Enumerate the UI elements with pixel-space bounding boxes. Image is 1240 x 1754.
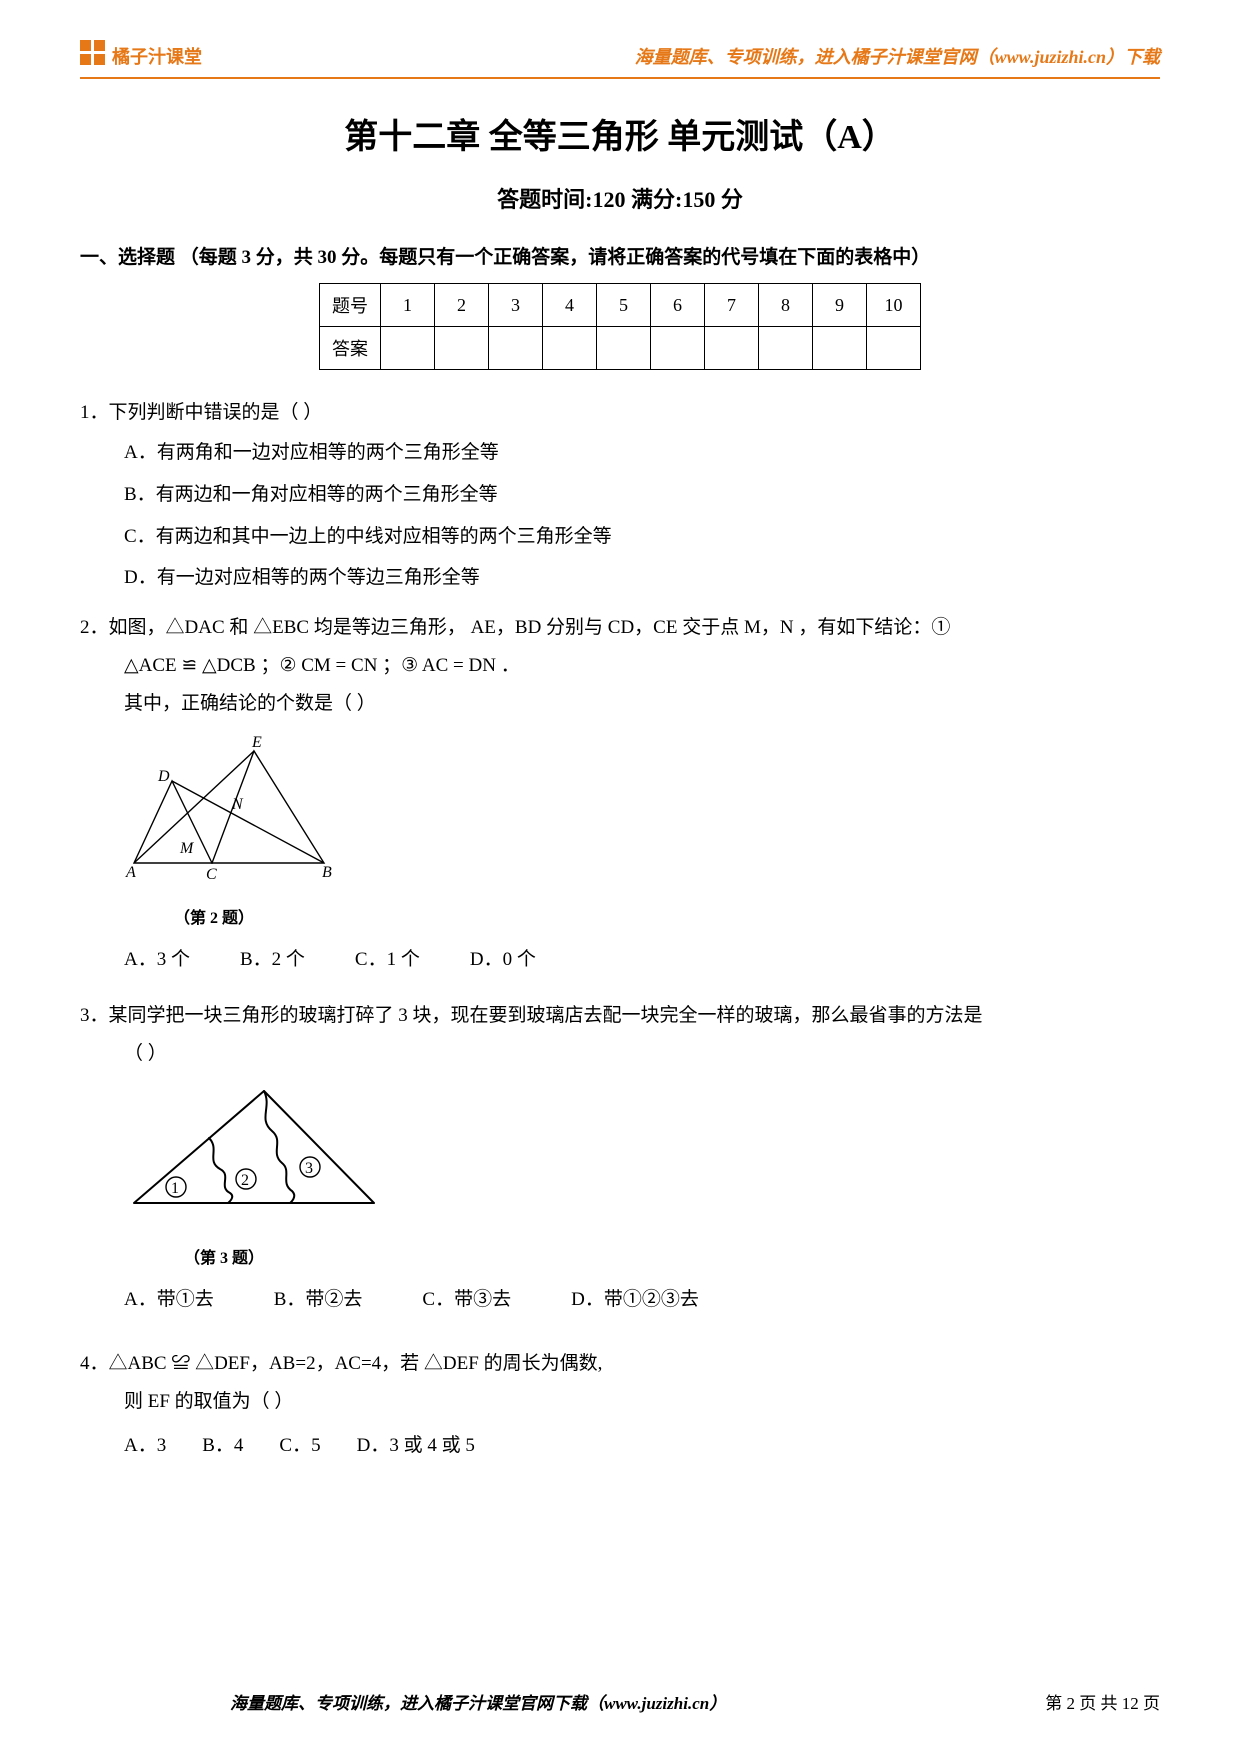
option-a: A．带①去 <box>124 1281 214 1319</box>
q2-stem-line1: 2．如图，△DAC 和 △EBC 均是等边三角形， AE，BD 分别与 CD，C… <box>80 609 1160 647</box>
table-cell <box>435 327 489 370</box>
question-4: 4．△ABC ≌ △DEF，AB=2，AC=4，若 △DEF 的周长为偶数, 则… <box>80 1345 1160 1465</box>
footer-left: 海量题库、专项训练，进入橘子汁课堂官网下载（www.juzizhi.cn） <box>230 1689 726 1714</box>
question-2: 2．如图，△DAC 和 △EBC 均是等边三角形， AE，BD 分别与 CD，C… <box>80 609 1160 979</box>
q2-options: A．3 个 B．2 个 C．1 个 D．0 个 <box>80 941 1160 979</box>
table-cell <box>867 327 921 370</box>
q3-figure: 1 2 3 （第 3 题） <box>80 1083 1160 1275</box>
svg-text:A: A <box>125 864 136 881</box>
table-cell: 3 <box>489 284 543 327</box>
svg-text:1: 1 <box>171 1180 179 1197</box>
section-1-heading: 一、选择题 （每题 3 分，共 30 分。每题只有一个正确答案，请将正确答案的代… <box>80 242 1160 269</box>
q3-diagram: 1 2 3 <box>124 1083 384 1223</box>
q2-stem-line3: 其中，正确结论的个数是（ ） <box>80 685 1160 723</box>
q4-options: A．3 B．4 C．5 D．3 或 4 或 5 <box>80 1427 1160 1465</box>
question-3: 3．某同学把一块三角形的玻璃打碎了 3 块，现在要到玻璃店去配一块完全一样的玻璃… <box>80 997 1160 1319</box>
page-subtitle: 答题时间:120 满分:150 分 <box>80 182 1160 214</box>
table-cell <box>543 327 597 370</box>
q3-stem-line2: （ ） <box>80 1035 1160 1073</box>
option-d: D．0 个 <box>470 941 536 979</box>
q4-stem-line2: 则 EF 的取值为（ ） <box>80 1383 1160 1421</box>
table-cell: 5 <box>597 284 651 327</box>
page-title: 第十二章 全等三角形 单元测试（A） <box>80 109 1160 158</box>
svg-text:2: 2 <box>241 1172 249 1189</box>
q1-stem: 1．下列判断中错误的是（ ） <box>80 394 1160 432</box>
svg-text:E: E <box>251 734 262 751</box>
table-cell: 10 <box>867 284 921 327</box>
option-c: C．有两边和其中一边上的中线对应相等的两个三角形全等 <box>124 516 1160 558</box>
svg-text:B: B <box>322 864 332 881</box>
row-label: 题号 <box>320 284 381 327</box>
logo: 橘子汁课堂 <box>80 40 202 71</box>
svg-text:3: 3 <box>305 1160 313 1177</box>
table-cell: 6 <box>651 284 705 327</box>
table-cell <box>489 327 543 370</box>
footer-right: 第 2 页 共 12 页 <box>1045 1689 1160 1714</box>
svg-text:D: D <box>157 768 170 785</box>
table-cell: 2 <box>435 284 489 327</box>
logo-icon <box>80 40 106 71</box>
option-c: C．5 <box>279 1427 320 1465</box>
option-c: C．带③去 <box>422 1281 511 1319</box>
page-header: 橘子汁课堂 海量题库、专项训练，进入橘子汁课堂官网（www.juzizhi.cn… <box>80 40 1160 79</box>
table-cell: 4 <box>543 284 597 327</box>
option-b: B．带②去 <box>274 1281 363 1319</box>
q2-stem-line2: △ACE ≌ △DCB ；② CM = CN ；③ AC = DN ． <box>80 647 1160 685</box>
row-label: 答案 <box>320 327 381 370</box>
option-d: D．带①②③去 <box>571 1281 699 1319</box>
svg-text:C: C <box>206 866 217 883</box>
q2-diagram: A B C D E M N <box>124 733 344 883</box>
q1-options: A．有两角和一边对应相等的两个三角形全等 B．有两边和一角对应相等的两个三角形全… <box>80 432 1160 599</box>
option-a: A．有两角和一边对应相等的两个三角形全等 <box>124 432 1160 474</box>
page-footer: 海量题库、专项训练，进入橘子汁课堂官网下载（www.juzizhi.cn） 第 … <box>80 1689 1160 1714</box>
table-cell: 1 <box>381 284 435 327</box>
table-row: 题号 1 2 3 4 5 6 7 8 9 10 <box>320 284 921 327</box>
option-d: D．3 或 4 或 5 <box>357 1427 475 1465</box>
option-b: B．4 <box>202 1427 243 1465</box>
table-cell <box>597 327 651 370</box>
q3-caption: （第 3 题） <box>124 1243 324 1275</box>
option-b: B．2 个 <box>240 941 305 979</box>
question-1: 1．下列判断中错误的是（ ） A．有两角和一边对应相等的两个三角形全等 B．有两… <box>80 394 1160 599</box>
option-a: A．3 个 <box>124 941 190 979</box>
option-c: C．1 个 <box>355 941 420 979</box>
q2-figure: A B C D E M N （第 2 题） <box>80 733 1160 935</box>
svg-text:M: M <box>179 840 195 857</box>
table-cell <box>813 327 867 370</box>
table-cell: 8 <box>759 284 813 327</box>
table-cell <box>759 327 813 370</box>
table-cell <box>381 327 435 370</box>
option-d: D．有一边对应相等的两个等边三角形全等 <box>124 557 1160 599</box>
table-cell: 9 <box>813 284 867 327</box>
table-cell <box>651 327 705 370</box>
option-a: A．3 <box>124 1427 166 1465</box>
header-right-text: 海量题库、专项训练，进入橘子汁课堂官网（www.juzizhi.cn）下载 <box>635 43 1160 69</box>
q3-options: A．带①去 B．带②去 C．带③去 D．带①②③去 <box>80 1281 1160 1319</box>
answer-table: 题号 1 2 3 4 5 6 7 8 9 10 答案 <box>319 283 921 370</box>
q4-stem-line1: 4．△ABC ≌ △DEF，AB=2，AC=4，若 △DEF 的周长为偶数, <box>80 1345 1160 1383</box>
table-cell: 7 <box>705 284 759 327</box>
q2-caption: （第 2 题） <box>124 903 304 935</box>
table-row: 答案 <box>320 327 921 370</box>
q3-stem-line1: 3．某同学把一块三角形的玻璃打碎了 3 块，现在要到玻璃店去配一块完全一样的玻璃… <box>80 997 1160 1035</box>
logo-text: 橘子汁课堂 <box>112 43 202 69</box>
option-b: B．有两边和一角对应相等的两个三角形全等 <box>124 474 1160 516</box>
svg-text:N: N <box>231 796 244 813</box>
table-cell <box>705 327 759 370</box>
